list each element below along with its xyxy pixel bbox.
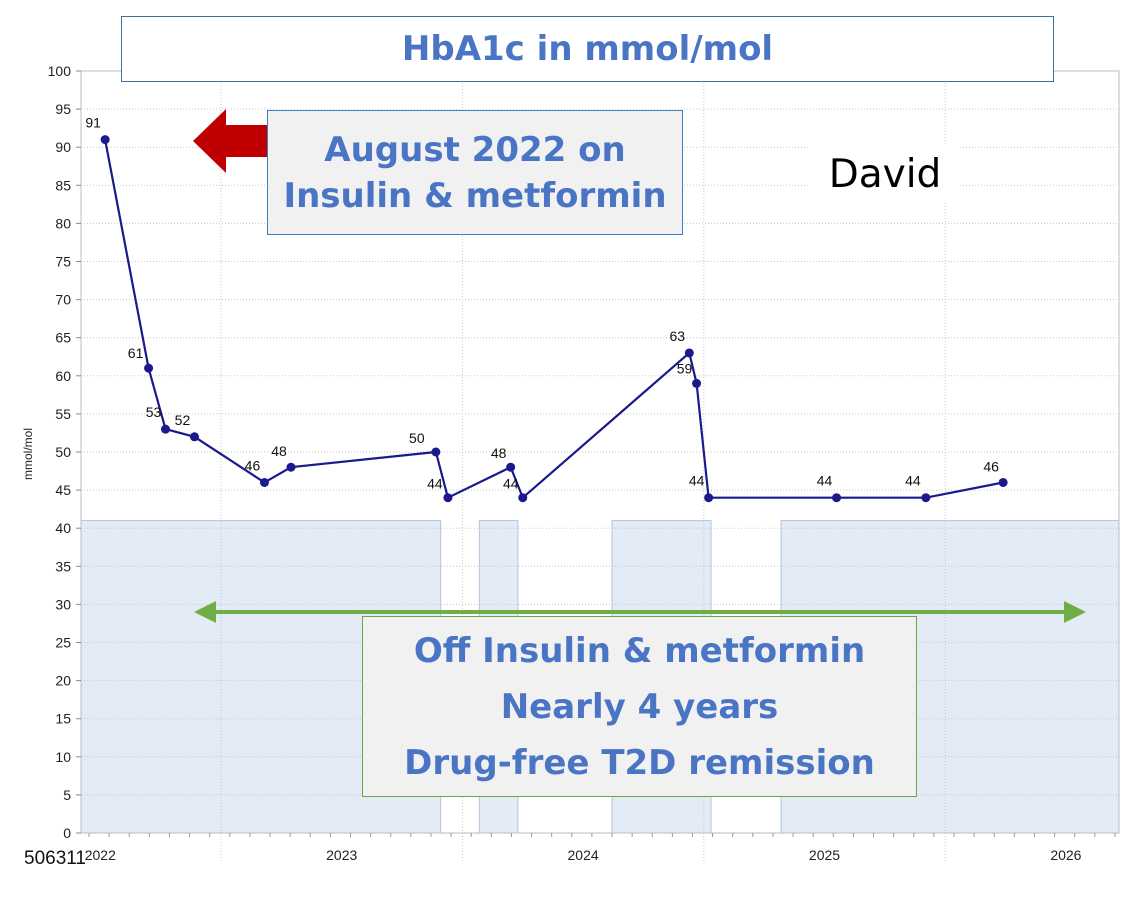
data-point xyxy=(286,462,296,472)
y-tick-label: 75 xyxy=(55,254,71,270)
data-point xyxy=(506,462,516,472)
data-label: 63 xyxy=(670,328,686,344)
x-tick-label: 2025 xyxy=(809,847,840,863)
chart-title-text: HbA1c in mmol/mol xyxy=(401,29,774,69)
top-callout-line-2: Insulin & metformin xyxy=(283,175,667,216)
data-label: 91 xyxy=(85,115,101,131)
data-label: 52 xyxy=(175,412,191,428)
y-tick-label: 0 xyxy=(63,825,71,841)
y-tick-label: 90 xyxy=(55,139,71,155)
data-label: 53 xyxy=(146,404,162,420)
y-tick-label: 80 xyxy=(55,215,71,231)
bottom-callout-line-3: Drug-free T2D remission xyxy=(404,742,875,783)
x-tick-label: 2023 xyxy=(326,847,357,863)
bottom-callout-line-1: Off Insulin & metformin xyxy=(413,630,866,671)
y-tick-label: 15 xyxy=(55,711,71,727)
y-tick-label: 50 xyxy=(55,444,71,460)
data-label: 48 xyxy=(271,443,287,459)
red-arrow xyxy=(193,109,268,173)
y-tick-label: 35 xyxy=(55,558,71,574)
data-label: 48 xyxy=(491,445,507,461)
y-tick-label: 30 xyxy=(55,596,71,612)
y-tick-label: 95 xyxy=(55,101,71,117)
y-tick-label: 20 xyxy=(55,673,71,689)
y-tick-label: 55 xyxy=(55,406,71,422)
series-line xyxy=(104,139,1004,500)
y-tick-label: 100 xyxy=(48,63,72,79)
y-tick-label: 40 xyxy=(55,520,71,536)
x-tick-label: 2026 xyxy=(1050,847,1081,863)
data-point xyxy=(692,378,702,388)
data-point xyxy=(998,477,1008,487)
data-point xyxy=(832,493,842,503)
series-hba1c xyxy=(100,135,1008,503)
data-point xyxy=(443,493,453,503)
y-tick-label: 65 xyxy=(55,330,71,346)
y-tick-label: 70 xyxy=(55,292,71,308)
arrows xyxy=(193,109,1086,623)
data-label: 44 xyxy=(503,476,519,492)
data-point xyxy=(684,348,694,358)
data-point xyxy=(921,493,931,503)
y-tick-label: 10 xyxy=(55,749,71,765)
data-label: 50 xyxy=(409,430,425,446)
axes: 0510152025303540455055606570758085909510… xyxy=(48,63,1116,863)
data-point xyxy=(144,363,154,373)
data-label: 46 xyxy=(983,458,999,474)
data-label: 44 xyxy=(427,476,443,492)
data-label: 46 xyxy=(245,457,261,473)
data-point xyxy=(100,135,110,145)
data-point xyxy=(704,493,714,503)
y-tick-label: 25 xyxy=(55,635,71,651)
y-tick-label: 85 xyxy=(55,177,71,193)
data-label: 44 xyxy=(817,473,833,489)
data-label: 61 xyxy=(128,345,144,361)
bottom-callout-line-2: Nearly 4 years xyxy=(500,686,779,727)
data-label: 44 xyxy=(905,473,921,489)
green-arrow-right-head xyxy=(1064,601,1086,623)
green-arrow-left-head xyxy=(194,601,216,623)
data-label: 59 xyxy=(677,360,693,376)
x-tick-label: 2024 xyxy=(568,847,599,863)
chart-title: HbA1c in mmol/mol xyxy=(121,16,1054,82)
image-id-label: 506311 xyxy=(24,848,86,869)
y-tick-label: 45 xyxy=(55,482,71,498)
data-label: 44 xyxy=(689,473,705,489)
data-point xyxy=(189,432,199,442)
x-tick-label: 2022 xyxy=(85,847,116,863)
data-point xyxy=(518,493,528,503)
y-tick-label: 60 xyxy=(55,368,71,384)
data-point xyxy=(259,477,269,487)
data-point xyxy=(431,447,441,457)
data-point xyxy=(160,424,170,434)
top-callout: August 2022 on Insulin & metformin xyxy=(267,110,683,235)
data-labels: 91 61 53 52 46 48 50 44 48 44 63 59 44 44 44 46 xyxy=(85,115,999,492)
y-tick-label: 5 xyxy=(63,787,71,803)
top-callout-line-1: August 2022 on xyxy=(324,129,626,170)
bottom-callout: Off Insulin & metformin Nearly 4 years D… xyxy=(362,616,917,797)
y-axis-label: mmol/mol xyxy=(21,428,35,480)
patient-name: David xyxy=(810,146,960,202)
